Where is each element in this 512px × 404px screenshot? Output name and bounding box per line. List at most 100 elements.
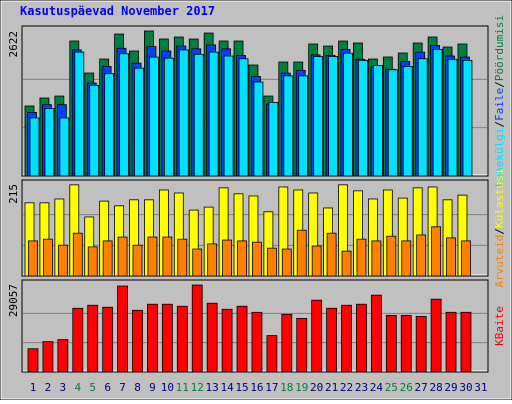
bar xyxy=(207,243,218,277)
bar xyxy=(149,56,159,177)
x-tick-label: 17 xyxy=(265,381,278,394)
bar xyxy=(27,348,39,373)
x-tick-label: 2 xyxy=(45,381,52,394)
x-tick-label: 27 xyxy=(415,381,428,394)
x-tick-label: 22 xyxy=(340,381,353,394)
bar xyxy=(296,229,307,277)
bar xyxy=(400,314,412,373)
bar xyxy=(57,339,69,373)
x-tick-label: 1 xyxy=(30,381,37,394)
bar xyxy=(283,75,294,177)
bar xyxy=(462,60,473,177)
bar xyxy=(237,240,247,277)
x-tick-label: 4 xyxy=(74,381,81,394)
x-tick-label: 19 xyxy=(295,381,308,394)
bar xyxy=(89,84,100,177)
bar xyxy=(356,238,367,277)
bar xyxy=(343,52,353,177)
bar xyxy=(266,335,278,373)
chart-title: Kasutuspäevad November 2017 xyxy=(20,4,215,18)
bar xyxy=(298,75,309,177)
bar xyxy=(223,55,234,177)
legend-entry: Külastusi xyxy=(493,168,506,228)
bar xyxy=(102,306,114,373)
bar xyxy=(371,240,382,277)
bar xyxy=(221,308,233,373)
bar xyxy=(415,315,427,373)
bar xyxy=(370,294,382,373)
bar xyxy=(222,239,232,277)
bar xyxy=(117,285,128,373)
bar xyxy=(341,250,352,277)
bar xyxy=(59,117,70,177)
bar xyxy=(236,305,248,373)
x-tick-label: 12 xyxy=(191,381,204,394)
bar xyxy=(253,81,264,177)
bar xyxy=(177,238,188,277)
bar xyxy=(417,58,428,177)
x-tick-label: 3 xyxy=(60,381,67,394)
bar xyxy=(447,58,458,177)
legend: KBaite xyxy=(493,306,506,346)
bar xyxy=(266,247,277,277)
bar xyxy=(72,232,83,277)
bar xyxy=(192,248,203,277)
bar xyxy=(29,117,40,177)
x-tick-label: 16 xyxy=(250,381,263,394)
x-tick-label: 25 xyxy=(385,381,398,394)
bar xyxy=(147,303,158,373)
legend-separator: / xyxy=(493,121,506,128)
bar xyxy=(445,311,457,373)
bar xyxy=(132,309,143,373)
bar xyxy=(460,311,472,373)
bar xyxy=(326,232,337,277)
bar xyxy=(57,244,68,277)
legend-separator: / xyxy=(493,81,506,88)
x-tick-label: 23 xyxy=(355,381,368,394)
bar xyxy=(252,241,262,277)
x-tick-label: 30 xyxy=(459,381,472,394)
bar xyxy=(132,244,143,277)
bar xyxy=(387,69,398,177)
bar xyxy=(134,67,144,177)
x-tick-label: 29 xyxy=(444,381,457,394)
bar xyxy=(296,317,308,373)
x-tick-label: 10 xyxy=(161,381,174,394)
x-tick-label: 8 xyxy=(134,381,141,394)
bar xyxy=(44,108,55,177)
x-tick-label: 28 xyxy=(429,381,442,394)
legend-entry: Arvuteid xyxy=(493,235,506,288)
bar xyxy=(72,307,84,373)
x-tick-label: 6 xyxy=(104,381,111,394)
bar xyxy=(268,102,279,177)
y-tick-label: 2622 xyxy=(7,31,20,58)
x-tick-label: 13 xyxy=(206,381,219,394)
legend-separator: / xyxy=(493,228,506,235)
legend: Arvuteid/Külastusi xyxy=(493,168,506,287)
bar xyxy=(313,56,324,177)
bar xyxy=(206,302,218,373)
bar xyxy=(104,73,115,177)
bar xyxy=(341,304,352,373)
bar xyxy=(311,299,323,373)
bar xyxy=(430,298,442,373)
bar xyxy=(191,284,203,373)
bar xyxy=(431,226,442,277)
legend-entry: Pöördumisi xyxy=(493,15,506,81)
bar xyxy=(372,64,383,177)
bar xyxy=(176,305,188,373)
bar xyxy=(358,60,368,177)
y-tick-label: 215 xyxy=(7,184,20,204)
bar xyxy=(102,240,113,277)
bar xyxy=(461,240,471,277)
y-tick-label: 29057 xyxy=(7,284,20,317)
bar xyxy=(386,235,397,277)
x-tick-label: 31 xyxy=(474,381,487,394)
bar xyxy=(117,236,128,277)
bar xyxy=(326,307,338,373)
bar xyxy=(281,248,292,277)
bar xyxy=(42,341,54,373)
bar xyxy=(43,238,53,277)
bar xyxy=(119,53,129,177)
